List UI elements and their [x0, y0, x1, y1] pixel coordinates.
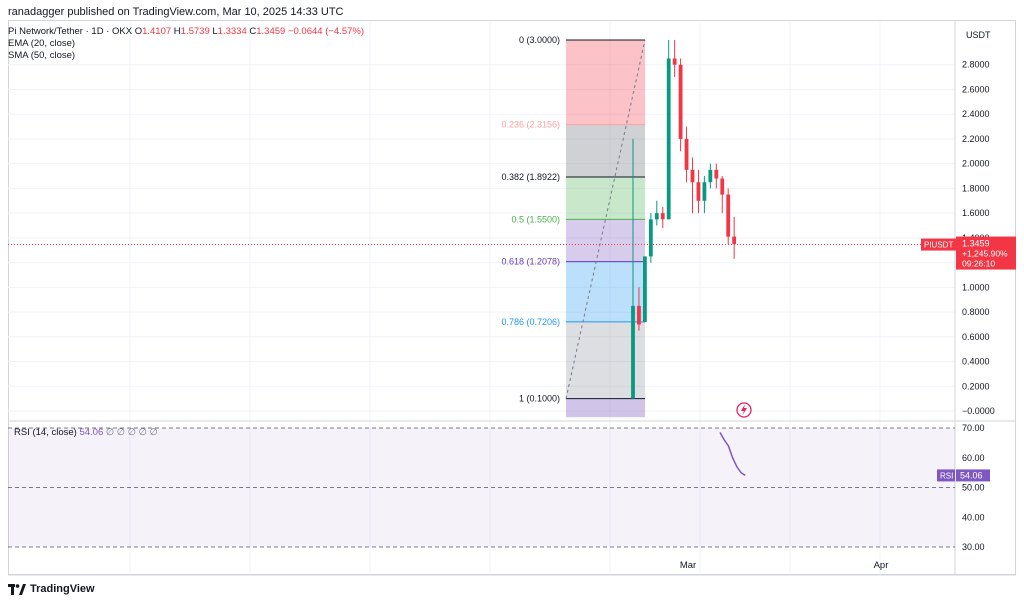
ema-legend[interactable]: EMA (20, close) — [8, 38, 76, 49]
fib-trend-line — [565, 39, 646, 399]
rsi-tag-value-box — [956, 469, 990, 482]
price-tag-value: 1.3459 — [962, 239, 990, 249]
fib-level-label[interactable]: 0.618 (1.2078) — [501, 257, 560, 267]
fib-level-label[interactable]: 0.5 (1.5500) — [511, 214, 560, 224]
price-axis-tick: 2.6000 — [962, 84, 990, 94]
candle-body[interactable] — [648, 219, 653, 257]
rsi-legend-label: RSI (14, close) — [14, 427, 77, 438]
price-axis-tick: 0.8000 — [962, 307, 990, 317]
price-axis-tick: 1.8000 — [962, 183, 990, 193]
fib-level-label[interactable]: 0.786 (0.7206) — [501, 317, 560, 327]
candle-body[interactable] — [631, 305, 635, 399]
candle-body[interactable] — [702, 182, 707, 201]
tradingview-name: TradingView — [30, 583, 95, 595]
candle-body[interactable] — [696, 182, 701, 201]
tradingview-logo-icon — [8, 583, 26, 595]
candle-body[interactable] — [637, 305, 641, 325]
candle-body[interactable] — [714, 169, 719, 179]
ohlc-open-label: O — [134, 26, 143, 37]
ohlc-high-label: H — [173, 26, 181, 37]
price-axis-tick: 1.0000 — [962, 282, 990, 292]
price-axis-tick: 2.2000 — [962, 134, 990, 144]
lightning-bolt-icon — [741, 404, 747, 416]
fib-level-label[interactable]: 0.236 (2.3156) — [501, 120, 560, 130]
price-tag-change: +1,245.90% — [962, 249, 1008, 259]
price-tag-countdown: 09:26:10 — [962, 259, 995, 269]
ohlc-close-label: C — [249, 26, 257, 37]
candle-body[interactable] — [654, 213, 659, 220]
price-axis-tick: 2.0000 — [962, 159, 990, 169]
rsi-legend-value: 54.06 — [79, 427, 104, 438]
candle-body[interactable] — [690, 169, 695, 183]
price-axis-tick: 0.6000 — [962, 332, 990, 342]
fib-zone — [566, 124, 645, 177]
ohlc-close-value: 1.3459 — [256, 26, 286, 37]
symbol-ohlc-row: Pi Network/Tether · 1D · OKX O1.4107 H1.… — [8, 26, 364, 38]
tradingview-brand[interactable]: TradingView — [8, 583, 95, 595]
candle-body[interactable] — [726, 194, 731, 237]
sma-legend[interactable]: SMA (50, close) — [8, 50, 76, 61]
rsi-axis-tick: 50.00 — [962, 483, 985, 493]
symbol-legend: Pi Network/Tether · 1D · OKX O1.4107 H1.… — [8, 26, 364, 62]
rsi-tag-label-box — [937, 469, 955, 482]
symbol-tag[interactable] — [921, 238, 956, 251]
fib-zone — [566, 40, 645, 125]
publisher-header: ranadagger published on TradingView.com,… — [8, 6, 344, 18]
ohlc-low-label: L — [212, 26, 218, 37]
rsi-axis-tick: 70.00 — [962, 423, 985, 433]
candle-body[interactable] — [666, 58, 671, 220]
price-axis-tick: 2.8000 — [962, 60, 990, 70]
fib-zone — [566, 176, 645, 220]
fib-level-label[interactable]: 0.382 (1.8922) — [501, 172, 560, 182]
rsi-line[interactable] — [719, 432, 746, 477]
candle-body[interactable] — [708, 169, 713, 183]
candle-body[interactable] — [660, 213, 665, 220]
lightning-icon[interactable] — [736, 402, 752, 418]
fib-zone — [566, 219, 645, 262]
candle-body[interactable] — [672, 58, 677, 65]
candle-body[interactable] — [720, 178, 725, 195]
ohlc-low-value: 1.3334 — [217, 26, 247, 37]
candle-body[interactable] — [684, 138, 689, 170]
time-axis-label: Apr — [874, 560, 889, 571]
price-axis-tick: 2.4000 — [962, 109, 990, 119]
candle-body[interactable] — [678, 64, 683, 139]
ohlc-change: −0.0644 (−4.57%) — [287, 26, 365, 37]
candle-body[interactable] — [643, 256, 647, 322]
ohlc-open-value: 1.4107 — [142, 26, 172, 37]
rsi-tag-value: 54.06 — [960, 470, 983, 480]
price-axis-tick: 1.6000 — [962, 208, 990, 218]
rsi-axis-tick: 30.00 — [962, 542, 985, 552]
symbol-tag-label: PIUSDT — [924, 241, 953, 250]
symbol-name[interactable]: Pi Network/Tether · 1D · OKX — [8, 26, 133, 37]
price-axis-unit[interactable]: USDT — [966, 30, 991, 40]
rsi-axis-tick: 40.00 — [962, 512, 985, 522]
rsi-legend-tail: ∅ ∅ ∅ ∅ ∅ — [105, 427, 158, 438]
price-axis-tick: 0.4000 — [962, 357, 990, 367]
fib-zone — [566, 398, 645, 418]
rsi-legend[interactable]: RSI (14, close) 54.06 ∅ ∅ ∅ ∅ ∅ — [14, 427, 158, 438]
price-axis-tick: −0.0000 — [962, 406, 995, 416]
price-axis-tick: 0.2000 — [962, 381, 990, 391]
fib-level-label[interactable]: 0 (3.0000) — [519, 35, 560, 45]
candle-body[interactable] — [732, 236, 737, 245]
time-axis-label: Mar — [680, 560, 696, 571]
rsi-axis-tick: 60.00 — [962, 453, 985, 463]
price-tag[interactable] — [956, 236, 1016, 270]
rsi-tag-label: RSI — [940, 471, 953, 480]
fib-level-label[interactable]: 1 (0.1000) — [519, 394, 560, 404]
ohlc-high-value: 1.5739 — [180, 26, 210, 37]
